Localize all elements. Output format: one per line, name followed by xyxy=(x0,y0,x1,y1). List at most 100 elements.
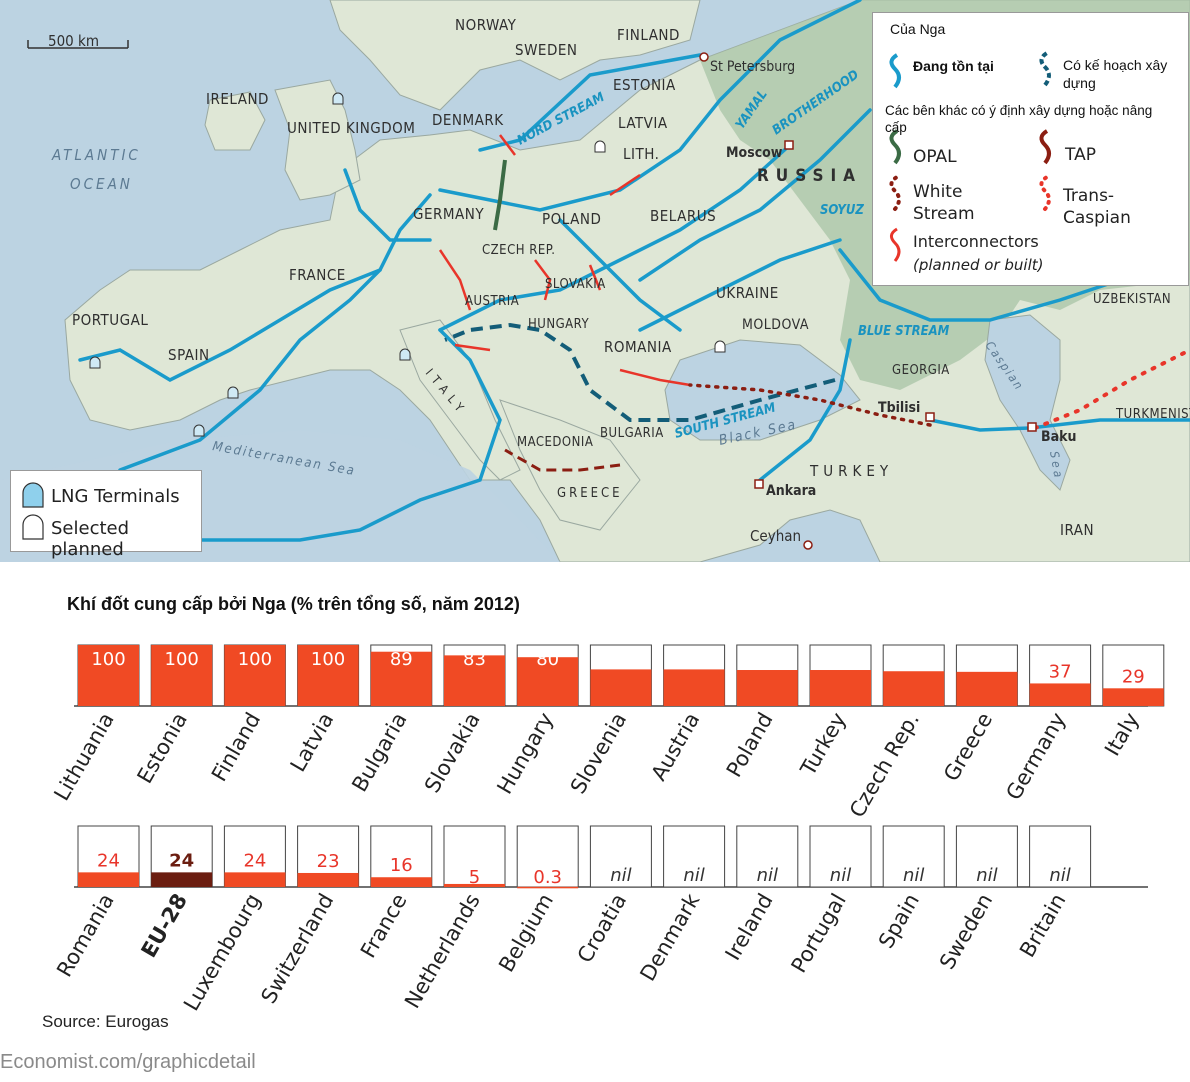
city-markers xyxy=(699,52,1037,550)
country-label: TURKEY xyxy=(809,462,893,480)
category-label: Austria xyxy=(647,709,705,785)
existing-swatch xyxy=(889,53,901,89)
lng-terminal-icon xyxy=(227,386,239,399)
bar xyxy=(297,645,359,706)
legend-interconnectors-note: (planned or built) xyxy=(913,256,1044,274)
data-label: 24 xyxy=(243,850,266,871)
data-label: 23 xyxy=(317,851,340,872)
country-label: PORTUGAL xyxy=(72,311,148,329)
country-label: BULGARIA xyxy=(600,426,664,441)
category-label: Poland xyxy=(722,709,778,782)
trans-caspian-pipeline xyxy=(1033,348,1190,430)
data-label: nil xyxy=(976,865,997,886)
sea-label: OCEAN xyxy=(70,175,133,193)
bar-frame xyxy=(516,825,579,888)
category-label: Bulgaria xyxy=(347,709,411,796)
data-label: 83 xyxy=(463,649,486,670)
data-label: nil xyxy=(830,865,851,886)
legend-others-title: Các bên khác có ý định xây dựng hoặc nân… xyxy=(885,103,1153,135)
bar-frame xyxy=(882,825,945,888)
data-label: 59 xyxy=(829,649,852,670)
bar xyxy=(444,655,505,706)
bar xyxy=(663,669,725,706)
data-label: nil xyxy=(683,865,704,886)
planned-swatch xyxy=(1039,51,1051,87)
trans-caspian-swatch xyxy=(1039,175,1051,211)
lng-terminal-icon xyxy=(22,482,44,508)
country-label: MACEDONIA xyxy=(517,435,593,450)
data-label: 59 xyxy=(756,649,779,670)
country-label: RUSSIA xyxy=(757,166,862,186)
country-label: UZBEKISTAN xyxy=(1093,292,1171,307)
credit: Economist.com/graphicdetail xyxy=(0,1051,256,1073)
bar-frame xyxy=(1029,825,1092,888)
data-label: 100 xyxy=(238,649,272,670)
city-label: Ankara xyxy=(766,483,816,499)
city-label: St Petersburg xyxy=(710,59,795,75)
country-labels: NORWAY SWEDEN FINLAND ESTONIA LATVIA LIT… xyxy=(72,16,1190,539)
country-label: ROMANIA xyxy=(604,338,672,356)
country-label: AUSTRIA xyxy=(465,294,519,309)
sea-label: ATLANTIC xyxy=(51,146,141,164)
category-label: Netherlands xyxy=(400,890,485,1013)
category-label: Belgium xyxy=(494,890,558,977)
legend-interconnectors: Interconnectors xyxy=(913,232,1039,251)
category-label: Italy xyxy=(1100,709,1144,760)
bar xyxy=(224,872,286,887)
bar xyxy=(810,670,871,706)
bar xyxy=(956,671,1018,706)
category-label: Ireland xyxy=(721,890,778,965)
lng-terminal-icons xyxy=(89,92,726,437)
bar xyxy=(78,872,139,887)
bar-frame xyxy=(736,825,799,888)
data-label: 24 xyxy=(169,850,194,871)
legend-white-stream: White Stream xyxy=(913,182,975,224)
country-label: SLOVAKIA xyxy=(545,277,606,292)
bar-frame xyxy=(809,825,872,888)
lng-legend: LNG Terminals Selected planned xyxy=(10,470,202,560)
lng-terminal-icon xyxy=(193,424,205,437)
data-label: 80 xyxy=(536,649,559,670)
city-label: Tbilisi xyxy=(878,400,920,416)
city-label: Moscow xyxy=(726,145,783,161)
country-label: CZECH REP. xyxy=(482,243,556,258)
lng-terminal-icon xyxy=(332,92,344,105)
tap-swatch xyxy=(1039,129,1051,165)
bar xyxy=(1102,688,1164,706)
category-label: Switzerland xyxy=(256,890,338,1008)
legend-title: Của Nga xyxy=(890,21,946,37)
data-label: 29 xyxy=(1122,666,1145,687)
country-label: TURKMENISTAN xyxy=(1115,407,1190,422)
country-label: POLAND xyxy=(542,210,601,228)
data-label: 24 xyxy=(97,850,120,871)
data-label: nil xyxy=(903,865,924,886)
category-label: Britain xyxy=(1015,890,1070,962)
country-label: ESTONIA xyxy=(613,76,676,94)
city-label: Ceyhan xyxy=(750,527,801,545)
country-label: DENMARK xyxy=(432,111,504,129)
data-label: 100 xyxy=(91,649,125,670)
data-label: 57 xyxy=(902,649,925,670)
city-label: Baku xyxy=(1041,429,1076,445)
existing-pipelines xyxy=(78,0,1190,542)
country-label: LITH. xyxy=(623,145,659,163)
bar xyxy=(517,657,579,706)
category-label: Czech Rep. xyxy=(845,708,924,821)
bar xyxy=(517,886,579,889)
category-label: Luxembourg xyxy=(179,890,265,1015)
country-label: BELARUS xyxy=(650,207,716,225)
country-label: UKRAINE xyxy=(716,284,779,302)
city-marker xyxy=(925,412,935,422)
bar xyxy=(297,872,359,887)
category-label: Slovenia xyxy=(566,709,631,798)
country-label: GREECE xyxy=(557,486,623,501)
opal-swatch xyxy=(889,129,901,165)
lng-terminal-icon xyxy=(89,356,101,369)
data-label: 89 xyxy=(390,649,413,670)
country-label: LATVIA xyxy=(618,114,668,132)
map-legend: Của Nga Đang tồn tại Có kế hoạch xây dựn… xyxy=(872,12,1189,286)
category-label: Germany xyxy=(1001,709,1070,805)
city-labels: St Petersburg Moscow Tbilisi Baku Ankara… xyxy=(710,59,1076,545)
white-stream-pipeline xyxy=(688,383,932,427)
category-label: Estonia xyxy=(133,709,192,788)
